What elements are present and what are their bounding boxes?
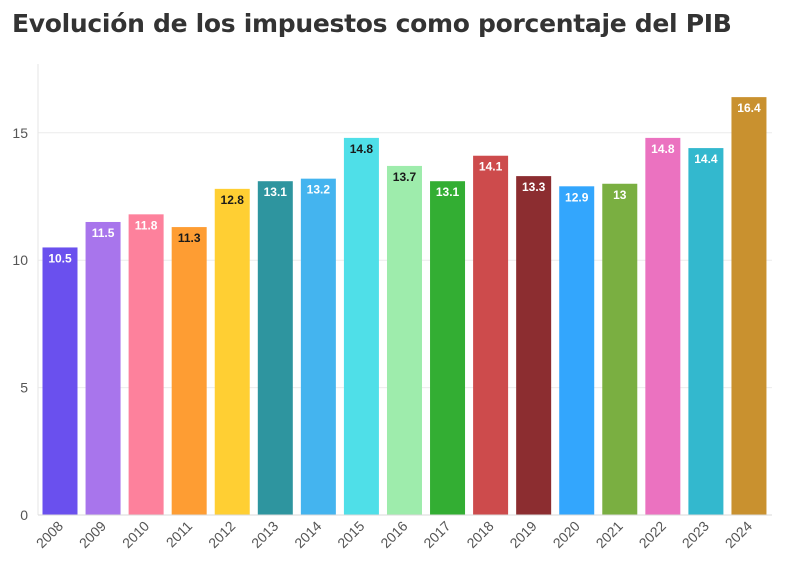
bar-value-label: 13.2 bbox=[307, 183, 331, 197]
bar[interactable] bbox=[602, 183, 638, 515]
bar[interactable] bbox=[386, 165, 422, 515]
bar-value-label: 14.4 bbox=[694, 152, 718, 166]
x-tick-label: 2012 bbox=[205, 518, 238, 551]
x-tick-label: 2017 bbox=[420, 518, 453, 551]
bar[interactable] bbox=[688, 148, 724, 515]
bar-value-label: 13.1 bbox=[436, 185, 460, 199]
y-tick-label: 10 bbox=[12, 252, 28, 268]
bar[interactable] bbox=[343, 137, 379, 516]
x-tick-label: 2011 bbox=[163, 518, 196, 551]
bar-value-label: 16.4 bbox=[737, 101, 761, 115]
x-tick-label: 2024 bbox=[722, 518, 755, 551]
x-tick-label: 2015 bbox=[334, 518, 367, 551]
bar[interactable] bbox=[645, 137, 681, 516]
bar-value-label: 12.8 bbox=[221, 193, 245, 207]
bar[interactable] bbox=[473, 155, 509, 515]
bar-value-label: 12.9 bbox=[565, 190, 589, 204]
bar-value-label: 13.3 bbox=[522, 180, 546, 194]
x-tick-label: 2023 bbox=[679, 518, 712, 551]
bar[interactable] bbox=[559, 186, 595, 515]
x-tick-label: 2009 bbox=[76, 518, 109, 551]
bar-value-label: 11.3 bbox=[178, 231, 201, 245]
bar[interactable] bbox=[300, 178, 336, 515]
bar-value-label: 14.8 bbox=[350, 142, 374, 156]
bar[interactable] bbox=[516, 176, 552, 516]
bar[interactable] bbox=[257, 181, 293, 515]
y-tick-label: 0 bbox=[20, 507, 28, 523]
bar-value-label: 14.1 bbox=[479, 160, 503, 174]
x-tick-label: 2013 bbox=[248, 518, 281, 551]
bar-value-label: 13.7 bbox=[393, 170, 417, 184]
x-tick-label: 2016 bbox=[377, 518, 410, 551]
x-tick-label: 2010 bbox=[119, 518, 152, 551]
bar[interactable] bbox=[171, 227, 207, 516]
x-tick-label: 2021 bbox=[593, 518, 626, 551]
bar[interactable] bbox=[731, 97, 767, 515]
x-tick-label: 2019 bbox=[506, 518, 539, 551]
x-tick-label: 2018 bbox=[463, 518, 496, 551]
bar-value-label: 14.8 bbox=[651, 142, 675, 156]
bar[interactable] bbox=[430, 181, 466, 515]
bar-value-label: 11.5 bbox=[92, 226, 115, 240]
bar[interactable] bbox=[85, 221, 121, 515]
bar[interactable] bbox=[128, 214, 164, 516]
y-tick-label: 15 bbox=[12, 125, 28, 141]
x-tick-label: 2022 bbox=[636, 518, 669, 551]
bar[interactable] bbox=[42, 247, 78, 515]
y-tick-label: 5 bbox=[20, 380, 28, 396]
bar-value-label: 13.1 bbox=[264, 185, 288, 199]
x-tick-label: 2008 bbox=[33, 518, 66, 551]
x-tick-label: 2014 bbox=[291, 518, 324, 551]
chart-title: Evolución de los impuestos como porcenta… bbox=[12, 9, 732, 38]
bar-value-label: 13 bbox=[613, 188, 627, 202]
bar-value-label: 11.8 bbox=[135, 218, 158, 232]
x-tick-label: 2020 bbox=[549, 518, 582, 551]
bar-value-label: 10.5 bbox=[48, 251, 72, 265]
bar[interactable] bbox=[214, 188, 250, 516]
